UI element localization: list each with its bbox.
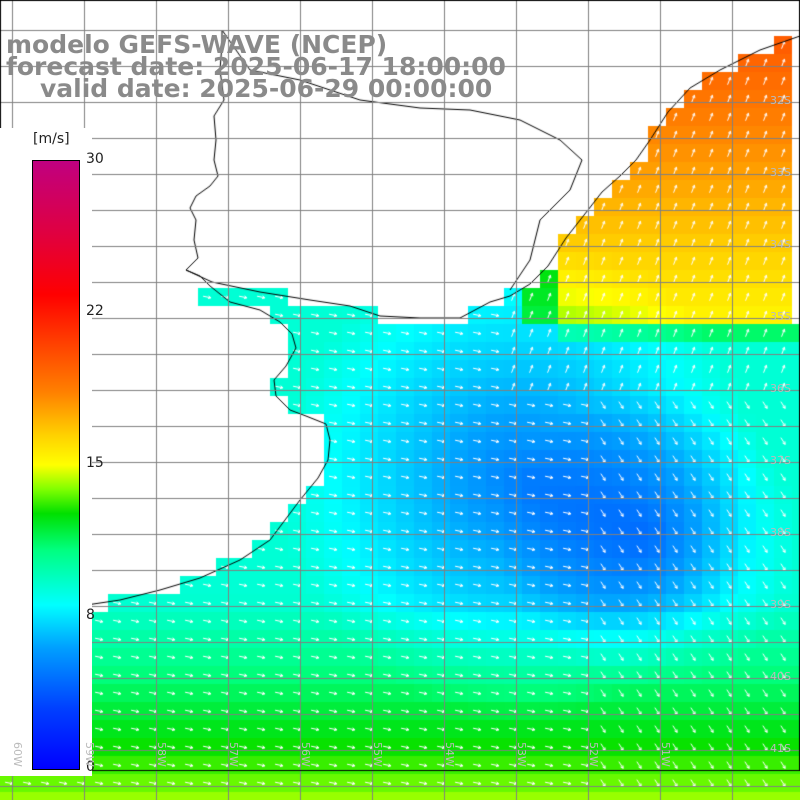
lat-label: 36S — [770, 382, 791, 395]
colorbar-tick-8: 8 — [86, 607, 95, 623]
colorbar-tick-15: 15 — [86, 455, 104, 471]
lat-label: 41S — [770, 742, 791, 755]
lat-label: 32S — [770, 94, 791, 107]
lat-label: 33S — [770, 166, 791, 179]
lon-label: 58W — [155, 742, 168, 767]
lon-label: 60W — [11, 742, 24, 767]
colorbar-tick-22: 22 — [86, 303, 104, 319]
lon-label: 56W — [299, 742, 312, 767]
colorbar-unit: [m/s] — [33, 131, 70, 147]
lat-label: 34S — [770, 238, 791, 251]
lon-label: 55W — [371, 742, 384, 767]
lon-label: 53W — [515, 742, 528, 767]
lon-label: 52W — [587, 742, 600, 767]
lon-label: 59W — [83, 742, 96, 767]
model-title: modelo GEFS-WAVE (NCEP) — [6, 30, 388, 59]
colorbar — [32, 160, 80, 770]
lat-label: 40S — [770, 670, 791, 683]
colorbar-tick-0: 0 — [86, 759, 95, 775]
lat-label: 38S — [770, 526, 791, 539]
colorbar-tick-30: 30 — [86, 151, 104, 167]
lon-label: 57W — [227, 742, 240, 767]
lon-label: 51W — [659, 742, 672, 767]
valid-date: valid date: 2025-06-29 00:00:00 — [40, 74, 493, 103]
lon-label: 54W — [443, 742, 456, 767]
forecast-date: forecast date: 2025-06-17 18:00:00 — [6, 52, 506, 81]
lat-label: 37S — [770, 454, 791, 467]
lat-label: 35S — [770, 310, 791, 323]
lat-label: 39S — [770, 598, 791, 611]
